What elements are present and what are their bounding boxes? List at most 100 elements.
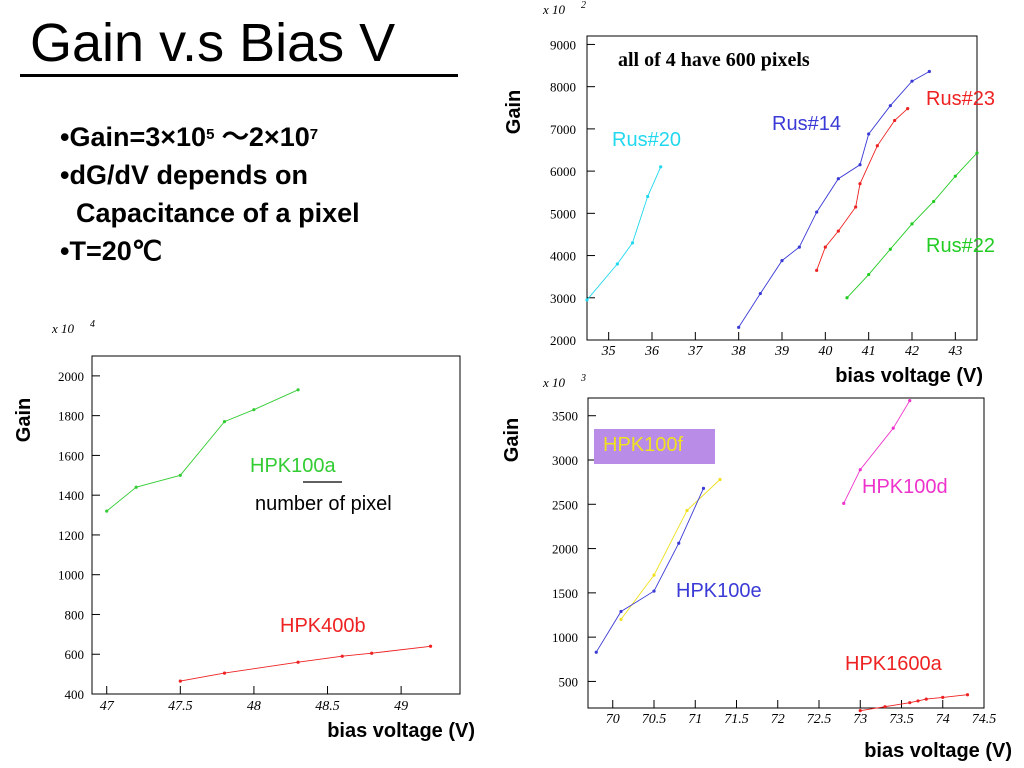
chart1-data-point	[815, 268, 819, 272]
chart3-data-point	[883, 705, 887, 709]
chart2-data-point	[222, 420, 227, 424]
chart3-data-point	[677, 541, 681, 545]
chart2-scale-exponent: 4	[90, 319, 95, 330]
chart1-data-point	[975, 151, 979, 155]
chart2-data-point	[222, 671, 227, 675]
chart1-data-point	[797, 245, 801, 249]
chart3-data-point	[652, 589, 656, 593]
chart2-ylabel: Gain	[13, 398, 35, 442]
chart1-data-point	[875, 144, 879, 148]
chart3-ytick-label: 3000	[552, 453, 578, 468]
chart3-data-point	[842, 501, 846, 505]
chart1-xtick-label: 40	[818, 344, 832, 359]
chart3-xtick-label: 74.5	[972, 712, 997, 727]
chart2-note: number of pixel	[255, 493, 392, 515]
chart2-xtick-label: 47	[100, 699, 115, 714]
chart3-series-label: HPK100e	[676, 580, 762, 602]
chart1-data-point	[646, 194, 650, 199]
chart3-xtick-label: 70	[606, 712, 620, 727]
chart1-data-point	[659, 165, 663, 169]
chart1-ytick-label: 4000	[550, 249, 576, 264]
chart2-frame	[91, 355, 461, 695]
chart1-data-point	[780, 259, 784, 263]
chart2-series-line-hpk400b	[180, 645, 431, 682]
chart3-xtick-label: 74	[936, 712, 950, 727]
chart2-xlabel: bias voltage (V)	[327, 720, 475, 742]
chart1-xtick-label: 43	[948, 344, 962, 359]
chart3-data-point	[718, 477, 722, 482]
chart2-ytick-label: 1800	[58, 409, 84, 424]
chart2-data-point	[428, 644, 433, 648]
chart1-series-line-rus-14	[738, 71, 930, 328]
chart3-data-point	[941, 695, 945, 699]
chart1-data-point	[953, 174, 957, 178]
chart1-data-point	[932, 199, 936, 204]
chart2-data-point	[105, 509, 109, 513]
chart3-xtick-label: 70.5	[642, 712, 667, 727]
chart3-xlabel: bias voltage (V)	[864, 740, 1012, 762]
chart1-data-point	[758, 291, 762, 296]
chart3-xtick-label: 73.5	[889, 712, 914, 727]
chart3-data-point	[908, 701, 912, 705]
chart1-xtick-label: 38	[731, 344, 746, 359]
chart2-series-label: HPK400b	[280, 615, 366, 637]
chart3-data-point	[619, 609, 623, 614]
chart1-data-point	[845, 296, 849, 300]
chart2-data-point	[178, 679, 182, 683]
chart2-data-point	[370, 651, 374, 655]
chart1-data-point	[823, 245, 827, 249]
chart3-data-point	[652, 573, 656, 577]
chart1-series-label: Rus#14	[772, 113, 841, 135]
chart2-xtick-label: 48.5	[315, 699, 340, 714]
chart1-data-point	[910, 79, 914, 83]
chart1-data-point	[858, 182, 862, 186]
chart1-xlabel: bias voltage (V)	[835, 365, 983, 387]
chart3-data-point	[924, 697, 928, 701]
chart1-series-line-rus-20	[586, 166, 662, 301]
chart2-series-label: HPK100a	[250, 455, 336, 477]
chart3-data-point	[908, 399, 912, 403]
chart2-data-point	[134, 485, 138, 489]
chart1-ytick-label: 3000	[550, 291, 576, 306]
chart1-xtick-label: 36	[644, 344, 659, 359]
chart1-data-point	[867, 272, 871, 277]
chart1-xtick-label: 35	[601, 344, 616, 359]
chart3-xtick-label: 71.5	[724, 712, 749, 727]
chart1-ytick-label: 7000	[550, 122, 576, 137]
chart1-xtick-label: 37	[687, 344, 703, 359]
chart1-data-point	[615, 262, 619, 266]
chart3-data-point	[858, 468, 862, 472]
chart3-series-label: HPK100d	[862, 476, 948, 498]
chart3-data-point	[965, 693, 970, 697]
chart1-data-point	[836, 229, 840, 233]
chart3-series-label-box	[594, 429, 715, 464]
chart1-data-point	[585, 298, 589, 302]
chart1-frame	[586, 35, 978, 341]
chart3-ylabel: Gain	[501, 418, 523, 462]
bullet-capacitance: Capacitance of a pixel	[76, 198, 360, 228]
chart2-ytick-label: 1400	[58, 488, 84, 503]
chart2-data-point	[296, 660, 300, 664]
chart3-xtick-label: 73	[853, 712, 867, 727]
chart1-data-point	[630, 241, 635, 245]
chart1-data-point	[815, 210, 819, 214]
chart1-series-line-rus-23	[816, 108, 909, 271]
bullet-temperature: •T=20℃	[60, 236, 163, 266]
chart1-ytick-label: 8000	[550, 80, 576, 95]
chart3-data-point	[619, 617, 623, 622]
chart3-xtick-label: 72	[771, 712, 785, 727]
chart3-ytick-label: 1000	[552, 630, 578, 645]
chart3-frame	[587, 397, 985, 709]
chart2-data-point	[252, 408, 256, 412]
chart3-series-line-hpk100f	[620, 479, 721, 620]
chart3-series-line-hpk100e	[595, 488, 704, 653]
chart3-ytick-label: 1500	[552, 586, 578, 601]
chart2-ytick-label: 1200	[58, 528, 84, 543]
chart1-scale-exponent: 2	[581, 0, 586, 11]
chart1-ytick-label: 6000	[550, 164, 576, 179]
bullet-list: •Gain=3×105 ～2×107 •dG/dV depends on Cap…	[60, 118, 360, 270]
chart1-data-point	[836, 177, 840, 181]
chart1-ytick-label: 9000	[550, 37, 576, 52]
chart1-data-point	[867, 132, 871, 136]
